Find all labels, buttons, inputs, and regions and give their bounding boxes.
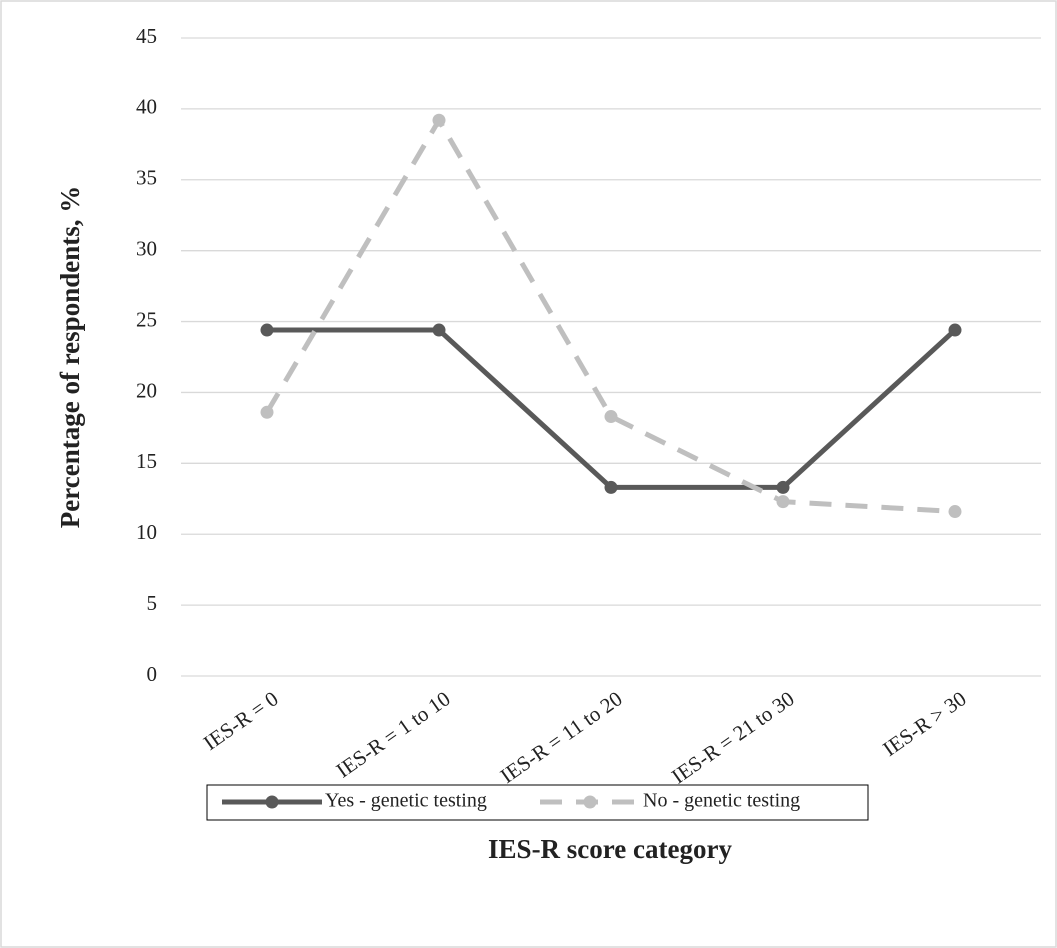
series-line [264,117,956,515]
data-point [604,410,618,424]
y-tick-label: 20 [136,378,157,402]
data-point [604,480,618,494]
y-tick-label: 5 [147,591,158,615]
data-point [948,323,962,337]
data-point [948,505,962,519]
legend-marker [583,795,597,809]
y-tick-label: 45 [136,24,157,48]
x-axis-title: IES-R score category [488,834,732,864]
legend-marker [265,795,279,809]
y-tick-label: 15 [136,449,157,473]
data-point [776,495,790,509]
y-tick-label: 0 [147,662,158,686]
y-tick-label: 10 [136,520,157,544]
legend-box [206,784,869,821]
y-tick-label: 35 [136,166,157,190]
data-point [432,323,446,337]
data-point [432,113,446,127]
legend-label: Yes - genetic testing [325,790,487,812]
legend-label: No - genetic testing [643,790,800,812]
data-point [260,405,274,419]
y-axis-title: Percentage of respondents, % [55,186,85,528]
data-point [260,323,274,337]
data-point [776,480,790,494]
y-tick-label: 25 [136,307,157,331]
y-tick-label: 30 [136,236,157,260]
y-tick-label: 40 [136,95,157,119]
